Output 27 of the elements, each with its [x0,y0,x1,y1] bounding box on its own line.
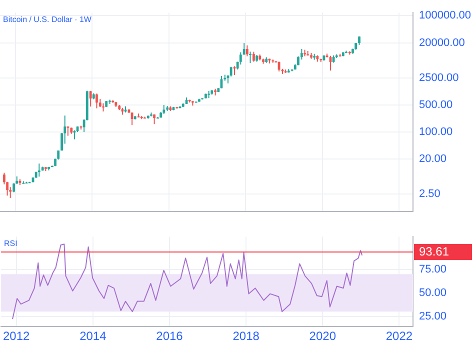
x-tick-label: 2020 [309,329,336,344]
candlestick [249,51,252,64]
x-tick-label: 2016 [156,329,184,344]
candlestick [252,51,255,62]
y-tick-label: 20000.00 [419,36,465,49]
y-tick-label: 2.50 [419,188,440,200]
candlestick [89,90,92,108]
y-tick-label: 20.00 [419,153,447,166]
candlestick [38,163,40,178]
y-tick-label: 500.00 [419,98,453,111]
candlestick [96,93,98,109]
x-tick-label: 2014 [80,329,107,344]
candlestick [239,52,242,66]
y-tick-label: 75.00 [419,263,447,276]
y-tick-label: 50.00 [419,286,447,299]
x-tick-label: 2012 [2,329,30,344]
candlestick [162,104,166,115]
y-tick-label: 25.00 [419,310,447,322]
y-tick-label: 100.00 [419,126,453,138]
chart-title: Bitcoin / U.S. Dollar · 1W [3,14,92,24]
x-tick-label: 2018 [232,329,260,344]
y-tick-label: 100000.00 [419,10,471,22]
x-tick-label: 2022 [386,329,413,344]
ref-line-label: 93.61 [419,244,450,258]
candlestick [246,44,248,57]
y-tick-label: 2500.00 [419,72,459,84]
chart-title: RSI [4,238,18,248]
